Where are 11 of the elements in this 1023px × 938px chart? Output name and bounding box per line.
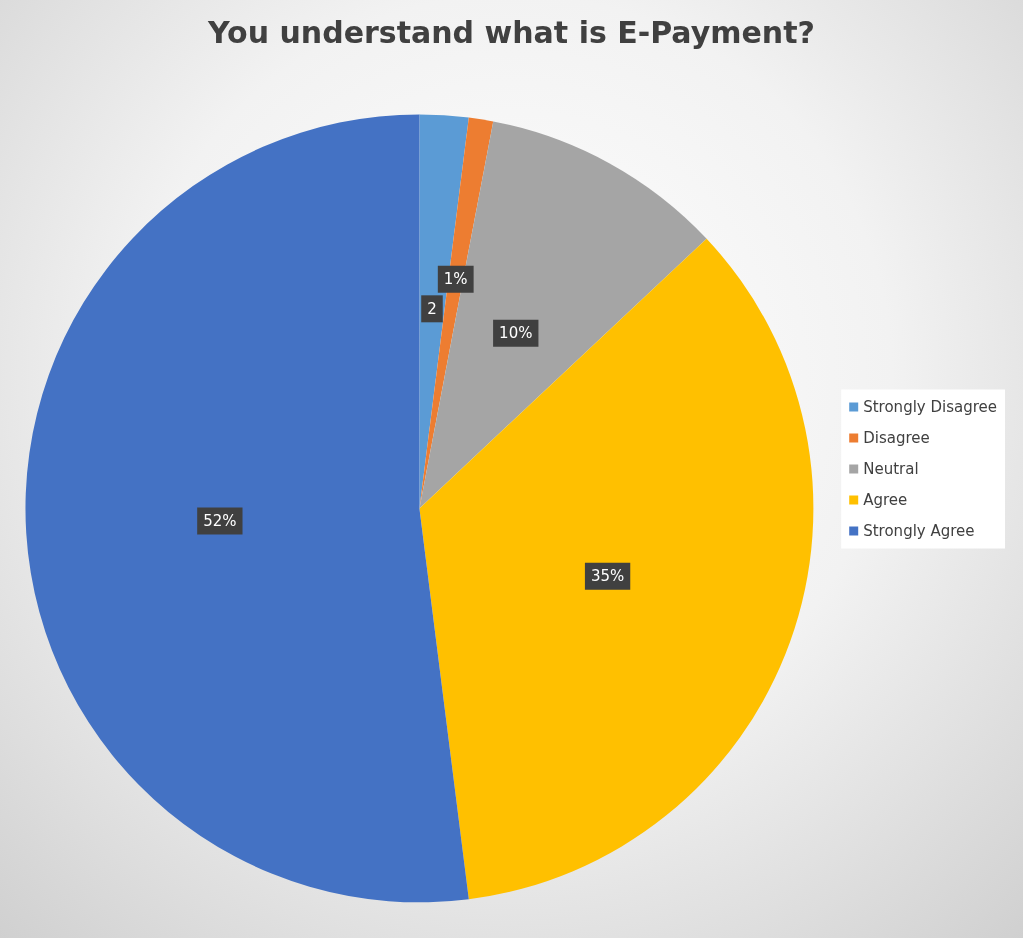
legend-label: Strongly Disagree: [863, 398, 998, 416]
data-label: 10%: [499, 324, 533, 343]
chart-title: You understand what is E-Payment?: [207, 14, 815, 50]
legend-label: Strongly Agree: [863, 522, 975, 540]
legend-label: Agree: [863, 491, 908, 509]
data-label: 2: [427, 299, 437, 318]
data-label: 35%: [590, 567, 625, 586]
legend-label: Disagree: [863, 429, 930, 447]
data-label: 1%: [443, 270, 468, 289]
legend-label: Neutral: [863, 460, 919, 478]
data-label: 52%: [203, 511, 237, 530]
